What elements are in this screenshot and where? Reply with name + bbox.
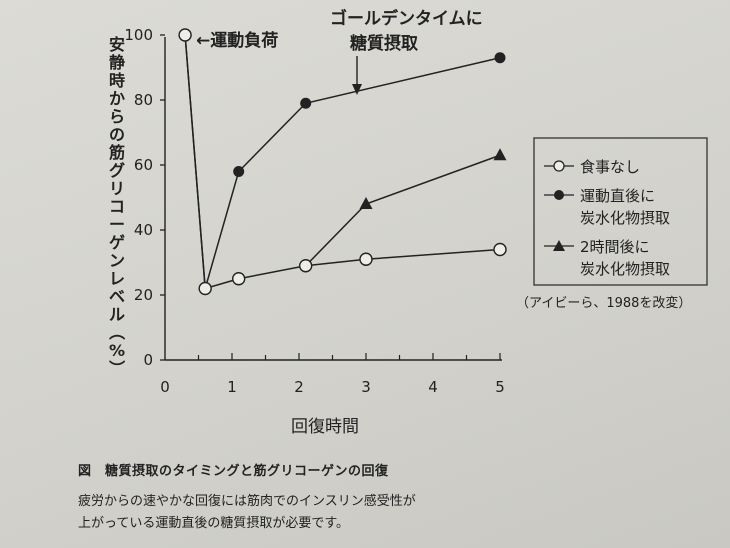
- data-point-immediate: [300, 97, 312, 109]
- y-axis-label-char: グ: [109, 161, 125, 180]
- legend-item-2h-line2: 炭水化物摂取: [580, 260, 670, 278]
- y-axis-label-char: 時: [109, 71, 125, 90]
- y-tick-label: 100: [124, 26, 153, 44]
- legend-item-no-meal: 食事なし: [580, 158, 640, 176]
- figure-caption-line2: 上がっている運動直後の糖質摂取が必要です。: [78, 516, 350, 531]
- figure-caption-title: 図 糖質摂取のタイミングと筋グリコーゲンの回復: [78, 464, 389, 479]
- y-axis-label-char: （: [107, 324, 126, 340]
- golden-time-annotation-line2: 糖質摂取: [350, 33, 418, 54]
- x-tick-label: 1: [227, 378, 237, 396]
- y-tick-label: 80: [134, 91, 153, 109]
- data-point-no-meal: [231, 272, 246, 286]
- y-axis-label-char: ル: [109, 305, 125, 324]
- data-point-no-meal: [198, 281, 212, 296]
- legend-triangle-marker: [553, 240, 565, 251]
- data-point-2h: [493, 148, 507, 161]
- figure-caption-line1: 疲労からの速やかな回復には筋肉でのインスリン感受性が: [78, 494, 416, 509]
- legend-open-circle-marker: [553, 160, 565, 172]
- y-axis-label-char: ン: [109, 251, 125, 270]
- legend-item-immediate-line1: 運動直後に: [580, 187, 655, 205]
- y-axis-label-char: ）: [107, 360, 126, 376]
- y-tick-label: 20: [134, 286, 153, 304]
- y-axis-label-char: ー: [109, 215, 125, 234]
- legend-item-2h-line1: 2時間後に: [580, 238, 650, 256]
- y-ticks: 0 20 40 60 80 100: [124, 26, 165, 369]
- x-tick-label: 5: [495, 378, 505, 396]
- y-axis-label-char: 安: [109, 35, 125, 54]
- x-tick-label: 0: [160, 378, 170, 396]
- exercise-load-annotation: ←運動負荷: [196, 30, 278, 51]
- y-axis-label-char: %: [109, 341, 125, 360]
- y-axis-label-char: レ: [109, 269, 125, 288]
- x-tick-label: 4: [428, 378, 438, 396]
- y-axis-label-char: ベ: [109, 287, 125, 306]
- y-axis-label-char: 静: [109, 53, 125, 72]
- y-axis-label-char: の: [109, 125, 125, 144]
- series-line-3: [305, 154, 501, 267]
- y-axis-label-char: コ: [109, 197, 125, 216]
- legend-item-immediate-line2: 炭水化物摂取: [580, 209, 670, 227]
- legend-filled-circle-marker: [554, 190, 564, 200]
- data-point-no-meal: [178, 28, 192, 42]
- source-note: （アイビーら、1988を改変）: [516, 295, 691, 311]
- data-point-no-meal: [359, 252, 373, 266]
- x-axis-label: 回復時間: [291, 417, 359, 437]
- series-layer: [178, 28, 507, 296]
- y-axis-label-char: 筋: [108, 143, 125, 162]
- y-axis-label-char: リ: [109, 179, 125, 198]
- data-point-no-meal: [493, 242, 507, 257]
- series-line-2: [184, 34, 501, 289]
- y-tick-label: 40: [134, 221, 153, 239]
- data-point-2h: [359, 197, 373, 209]
- x-tick-label: 3: [361, 378, 371, 396]
- y-axis-label-char: ら: [109, 107, 125, 126]
- x-tick-label: 2: [294, 378, 304, 396]
- y-axis-label-char: ゲ: [109, 233, 125, 252]
- golden-time-annotation-line1: ゴールデンタイムに: [330, 8, 483, 29]
- x-ticks: 0 1 2 3 4 5: [160, 353, 505, 396]
- y-tick-label: 60: [134, 156, 153, 174]
- y-axis-label-char: か: [109, 89, 125, 108]
- series-line-1: [184, 34, 501, 290]
- data-point-immediate: [494, 52, 506, 64]
- golden-time-arrowhead: [352, 84, 362, 95]
- data-point-immediate: [233, 166, 245, 177]
- legend: 食事なし 運動直後に 炭水化物摂取 2時間後に 炭水化物摂取: [533, 137, 708, 286]
- data-point-no-meal: [299, 259, 313, 273]
- y-tick-label: 0: [143, 351, 153, 369]
